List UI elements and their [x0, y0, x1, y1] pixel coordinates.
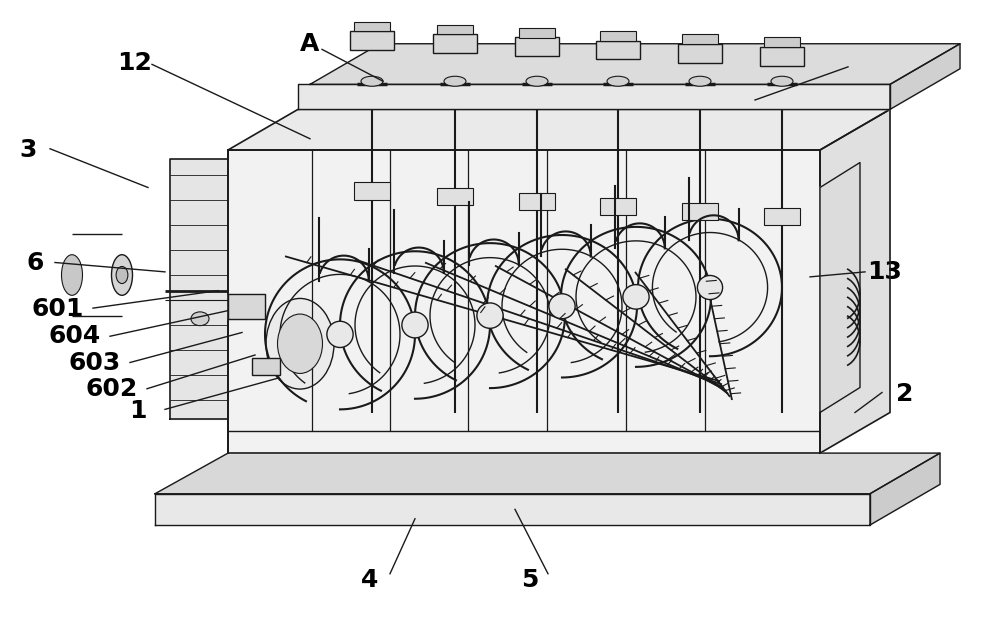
Bar — [437, 25, 473, 34]
Polygon shape — [228, 150, 820, 453]
Text: 604: 604 — [49, 324, 101, 348]
Text: 6: 6 — [26, 251, 44, 274]
Bar — [437, 188, 473, 205]
Ellipse shape — [477, 303, 503, 328]
Bar — [519, 192, 555, 210]
Ellipse shape — [549, 294, 575, 319]
Bar — [764, 208, 800, 225]
Text: A: A — [300, 32, 320, 56]
Bar — [760, 47, 804, 66]
Polygon shape — [170, 159, 228, 419]
Bar — [354, 182, 390, 200]
Text: 4: 4 — [361, 568, 379, 592]
Ellipse shape — [444, 76, 466, 86]
Bar — [682, 34, 718, 44]
Bar — [354, 22, 390, 31]
Bar — [600, 198, 636, 215]
Polygon shape — [820, 109, 890, 453]
Ellipse shape — [266, 298, 334, 389]
Ellipse shape — [278, 314, 322, 373]
Ellipse shape — [62, 254, 83, 295]
Polygon shape — [228, 109, 890, 150]
Polygon shape — [870, 453, 940, 525]
Bar — [678, 44, 722, 63]
Bar — [252, 357, 280, 375]
Ellipse shape — [607, 76, 629, 86]
Bar — [764, 38, 800, 47]
Text: 1: 1 — [129, 399, 147, 422]
Text: 3: 3 — [19, 138, 37, 162]
Polygon shape — [155, 453, 940, 494]
Bar — [433, 34, 477, 53]
Ellipse shape — [361, 76, 383, 86]
Ellipse shape — [771, 76, 793, 86]
Polygon shape — [820, 162, 860, 412]
Text: 602: 602 — [86, 377, 138, 401]
Text: 12: 12 — [118, 51, 152, 74]
Bar — [596, 41, 640, 59]
Ellipse shape — [526, 76, 548, 86]
Bar — [519, 28, 555, 38]
Ellipse shape — [689, 76, 711, 86]
Text: 605: 605 — [844, 51, 896, 74]
Text: 13: 13 — [868, 260, 902, 284]
Bar — [515, 38, 559, 56]
Polygon shape — [890, 44, 960, 109]
Ellipse shape — [112, 254, 132, 295]
Bar — [350, 31, 394, 50]
Bar — [600, 31, 636, 41]
Ellipse shape — [327, 321, 353, 348]
Ellipse shape — [191, 312, 209, 326]
Text: 5: 5 — [521, 568, 539, 592]
Polygon shape — [228, 294, 265, 319]
Text: 2: 2 — [896, 382, 914, 406]
Ellipse shape — [402, 312, 428, 338]
Polygon shape — [298, 84, 890, 109]
Ellipse shape — [623, 284, 649, 309]
Polygon shape — [310, 44, 960, 84]
Text: 603: 603 — [69, 351, 121, 374]
Bar — [682, 202, 718, 220]
Polygon shape — [155, 494, 870, 525]
Ellipse shape — [697, 276, 723, 299]
Text: 601: 601 — [32, 298, 84, 321]
Ellipse shape — [116, 266, 128, 284]
